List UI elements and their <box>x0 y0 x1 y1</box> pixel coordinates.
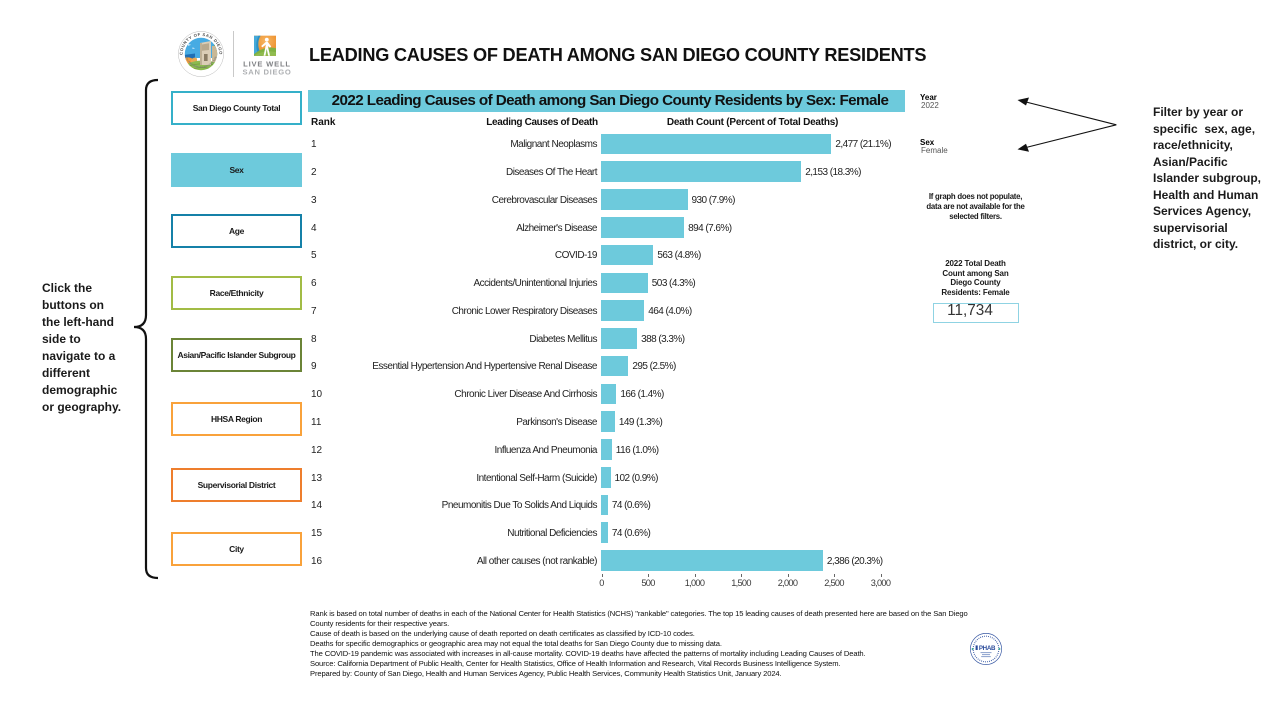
svg-text:LIVE WELL: LIVE WELL <box>243 59 291 68</box>
svg-text:PHAB: PHAB <box>978 645 995 652</box>
svg-text:SAN DIEGO: SAN DIEGO <box>243 67 292 76</box>
